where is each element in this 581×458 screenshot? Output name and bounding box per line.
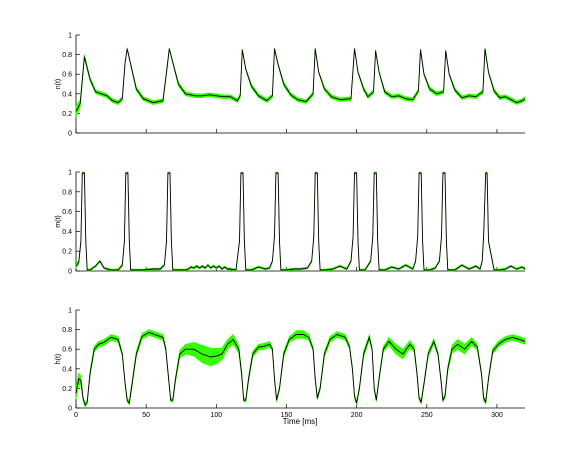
x-tick-label: 200 bbox=[351, 412, 363, 419]
n-y-tick-label: 1 bbox=[68, 33, 72, 40]
n-y-tick-label: 0.8 bbox=[62, 52, 72, 59]
h-mean-line bbox=[75, 332, 526, 407]
h-variance-band bbox=[75, 329, 526, 408]
n-y-axis-label: n(t) bbox=[55, 79, 62, 90]
n-y-tick-label: 0.6 bbox=[62, 72, 72, 79]
m-y-tick-label: 0.2 bbox=[62, 249, 72, 256]
m-y-tick-label: 0.8 bbox=[62, 189, 72, 196]
n-y-tick-label: 0 bbox=[68, 131, 72, 138]
h-y-tick-label: 0.8 bbox=[62, 327, 72, 334]
x-tick-label: 100 bbox=[210, 412, 222, 419]
m-y-axis-label: m(t) bbox=[55, 215, 62, 227]
n-y-tick-label: 0.2 bbox=[62, 111, 72, 118]
h-y-tick-label: 0 bbox=[68, 406, 72, 413]
x-tick-label: 0 bbox=[74, 412, 78, 419]
x-tick-label: 150 bbox=[281, 412, 293, 419]
m-mean-line bbox=[75, 172, 526, 271]
m-variance-band bbox=[75, 171, 526, 272]
panel-n-gating: 0 0.2 0.4 0.6 0.8 1 n(t) bbox=[55, 33, 526, 138]
n-mean-line bbox=[75, 48, 526, 112]
h-y-tick-label: 1 bbox=[68, 308, 72, 315]
h-y-tick-label: 0.4 bbox=[62, 366, 72, 373]
x-axis-label: Time [ms] bbox=[283, 417, 318, 426]
h-y-tick-label: 0.2 bbox=[62, 386, 72, 393]
h-y-axis-label: h(t) bbox=[55, 354, 62, 365]
h-y-tick-label: 0.6 bbox=[62, 347, 72, 354]
m-y-tick-label: 0.6 bbox=[62, 209, 72, 216]
x-tick-label: 50 bbox=[142, 412, 150, 419]
panel-m-gating: 0 0.2 0.4 0.6 0.8 1 m(t) bbox=[55, 170, 526, 276]
n-variance-band bbox=[75, 47, 526, 118]
n-y-tick-label: 0.4 bbox=[62, 91, 72, 98]
panel-h-gating: 0 0.2 0.4 0.6 0.8 1 0 50 100 150 200 250 300 h(t) bbox=[55, 308, 526, 419]
x-tick-label: 250 bbox=[421, 412, 433, 419]
m-y-tick-label: 0.4 bbox=[62, 229, 72, 236]
x-tick-label: 300 bbox=[491, 412, 503, 419]
m-y-tick-label: 1 bbox=[68, 170, 72, 177]
m-y-tick-label: 0 bbox=[68, 269, 72, 276]
